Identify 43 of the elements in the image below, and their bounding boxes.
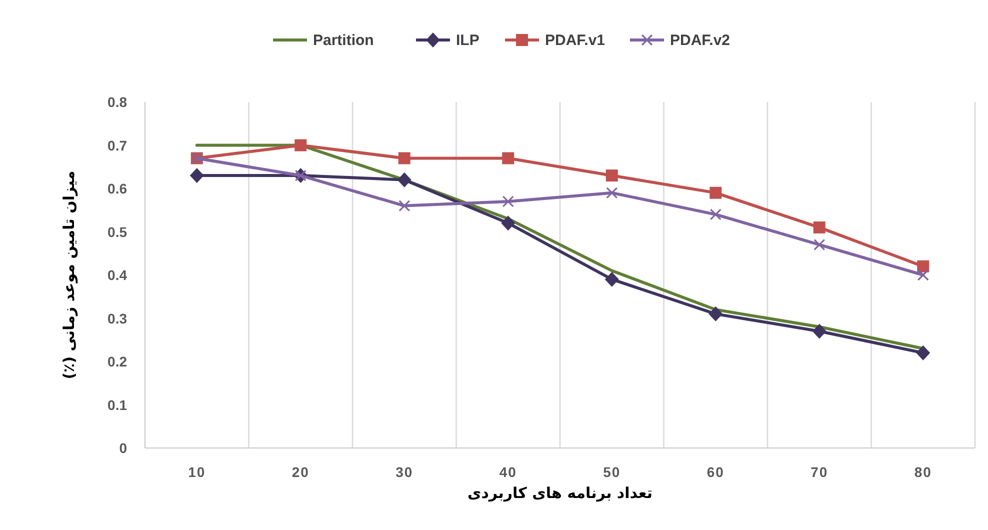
y-tick-label: 0 xyxy=(119,440,128,456)
legend-label: ILP xyxy=(456,32,480,49)
point xyxy=(502,196,514,208)
y-tick-label: 0.3 xyxy=(108,310,128,326)
point xyxy=(917,269,929,281)
x-tick-label: 70 xyxy=(810,464,828,480)
point xyxy=(190,168,204,184)
point xyxy=(398,200,410,212)
point xyxy=(604,272,619,287)
point xyxy=(397,172,412,188)
point xyxy=(814,238,826,251)
legend-label: PDAF.v1 xyxy=(545,32,606,49)
point xyxy=(501,216,516,231)
x-tick-label: 20 xyxy=(292,464,310,480)
point xyxy=(710,208,722,220)
point xyxy=(708,306,723,322)
x-tick-label: 10 xyxy=(188,464,206,480)
point xyxy=(917,260,930,272)
point xyxy=(812,324,826,339)
x-tick-label: 60 xyxy=(706,464,724,480)
point xyxy=(813,221,826,234)
y-tick-label: 0.5 xyxy=(108,224,128,240)
y-tick-label: 0.6 xyxy=(108,180,128,196)
x-tick-label: 40 xyxy=(499,464,517,480)
y-axis-title: میزان تامین موعد زمانی (٪) xyxy=(60,170,78,380)
y-tick-label: 0.1 xyxy=(108,396,128,413)
legend-label: PDAF.v2 xyxy=(670,32,730,49)
point xyxy=(502,152,514,164)
x-tick-label: 30 xyxy=(396,464,414,480)
point xyxy=(710,186,722,199)
x-axis-title: تعداد برنامه های کاربردی xyxy=(467,484,653,502)
y-tick-label: 0.8 xyxy=(108,94,128,110)
legend-label: Partition xyxy=(313,32,374,49)
x-tick-label: 80 xyxy=(914,464,932,480)
point xyxy=(606,170,618,182)
y-tick-label: 0.2 xyxy=(108,354,128,370)
point xyxy=(294,139,307,152)
y-tick-label: 0.7 xyxy=(108,137,128,154)
point xyxy=(398,152,410,164)
point xyxy=(916,345,930,360)
x-tick-label: 50 xyxy=(603,464,621,480)
y-tick-label: 0.4 xyxy=(108,267,128,283)
point xyxy=(606,187,618,199)
